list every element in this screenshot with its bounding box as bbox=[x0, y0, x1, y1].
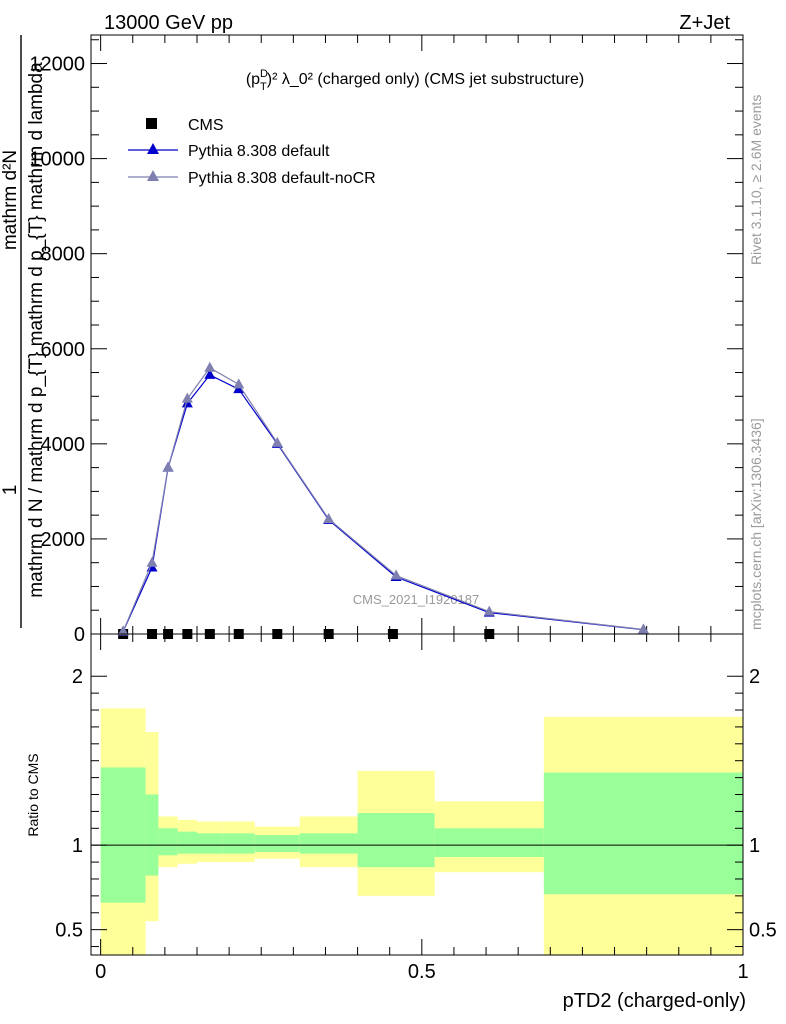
ratio-band-inner bbox=[299, 833, 358, 854]
series-point-nocr bbox=[271, 436, 283, 447]
legend-label-default: Pythia 8.308 default bbox=[188, 143, 330, 160]
legend-label-nocr: Pythia 8.308 default-noCR bbox=[188, 170, 376, 187]
plot-title-sup: D bbox=[260, 68, 268, 80]
legend: CMS Pythia 8.308 default Pythia 8.308 de… bbox=[128, 117, 376, 187]
legend-label-cms: CMS bbox=[188, 117, 224, 134]
series-point-nocr bbox=[117, 625, 129, 636]
x-tick-label: 0 bbox=[95, 961, 106, 983]
ratio-ytick-label-right: 0.5 bbox=[749, 920, 777, 942]
main-ytick-label: 2000 bbox=[41, 529, 86, 551]
ratio-band-inner bbox=[357, 813, 435, 868]
main-y-axis-label: 1 mathrm d N / mathrm d p_{T} mathrm d p… bbox=[0, 35, 47, 628]
series-point-nocr bbox=[483, 605, 495, 616]
legend-marker-default bbox=[147, 143, 159, 154]
ratio-axis-ticks bbox=[91, 634, 744, 955]
ratio-ytick-label-left: 1 bbox=[72, 835, 83, 857]
main-y-tick-labels: 0 2000 4000 6000 8000 10000 12000 bbox=[29, 54, 85, 646]
ratio-band-inner bbox=[196, 833, 223, 854]
main-ytick-label: 10000 bbox=[29, 149, 85, 171]
plot-title-prefix: (p bbox=[246, 71, 260, 88]
series-point-nocr bbox=[181, 392, 193, 403]
series-point-nocr bbox=[390, 569, 402, 580]
header-right: Z+Jet bbox=[679, 12, 730, 34]
series-point-nocr bbox=[637, 623, 649, 634]
series-point-nocr bbox=[323, 512, 335, 523]
main-ytick-label: 12000 bbox=[29, 54, 85, 76]
series-point-nocr bbox=[233, 378, 245, 389]
ratio-band-inner bbox=[254, 835, 300, 852]
x-tick-label: 1 bbox=[737, 961, 748, 983]
ratio-band-inner bbox=[100, 767, 146, 903]
series-point-nocr bbox=[162, 461, 174, 472]
legend-marker-nocr bbox=[147, 170, 159, 181]
series-point-default bbox=[204, 368, 216, 379]
main-ylabel-numerator: 1 bbox=[0, 485, 21, 496]
series-point-nocr bbox=[204, 361, 216, 372]
mcplots-label: mcplots.cern.ch [arXiv:1306.3436] bbox=[748, 418, 764, 630]
ratio-band-inner bbox=[222, 833, 255, 854]
ratio-x-tick-labels: 0 0.5 1 bbox=[95, 961, 748, 983]
main-ylabel-denominator: mathrm d N / mathrm d p_{T} mathrm d p_{… bbox=[26, 62, 47, 598]
main-ytick-label: 4000 bbox=[41, 434, 86, 456]
rivet-label: Rivet 3.1.10, ≥ 2.6M events bbox=[748, 95, 764, 265]
main-ytick-label: 8000 bbox=[41, 244, 86, 266]
ratio-ytick-label-left: 0.5 bbox=[55, 920, 83, 942]
main-ytick-label: 6000 bbox=[41, 339, 86, 361]
ratio-band-inner bbox=[434, 828, 544, 858]
legend-marker-cms bbox=[146, 118, 157, 129]
ratio-ytick-label-right: 1 bbox=[749, 835, 760, 857]
plot-title: (pD T)² λ_0² (charged only) (CMS jet subs… bbox=[246, 68, 584, 93]
ratio-ytick-label-left: 2 bbox=[72, 666, 83, 688]
ratio-band-inner bbox=[543, 772, 743, 895]
ratio-band-inner bbox=[158, 828, 178, 856]
main-axis-ticks bbox=[91, 35, 744, 635]
ratio-y-tick-labels: 0.5 0.5 1 1 2 2 bbox=[55, 666, 777, 941]
main-ylabel-top: mathrm d²N bbox=[0, 150, 21, 250]
header-left: 13000 GeV pp bbox=[104, 12, 233, 34]
plot-title-rest: )² λ_0² (charged only) (CMS jet substruc… bbox=[267, 71, 584, 88]
analysis-watermark: CMS_2021_I1920187 bbox=[353, 592, 480, 607]
ratio-bands-layer bbox=[100, 708, 743, 955]
ratio-band-inner bbox=[145, 794, 159, 876]
x-tick-label: 0.5 bbox=[408, 961, 436, 983]
main-ytick-label: 0 bbox=[74, 624, 85, 646]
ratio-y-axis-label: Ratio to CMS bbox=[25, 753, 41, 836]
x-axis-label: pTD2 (charged-only) bbox=[563, 990, 746, 1012]
ratio-band-inner bbox=[177, 831, 197, 854]
ratio-ytick-label-right: 2 bbox=[749, 666, 760, 688]
plot-title-sub: T bbox=[260, 81, 267, 93]
series-point-nocr bbox=[146, 556, 158, 567]
